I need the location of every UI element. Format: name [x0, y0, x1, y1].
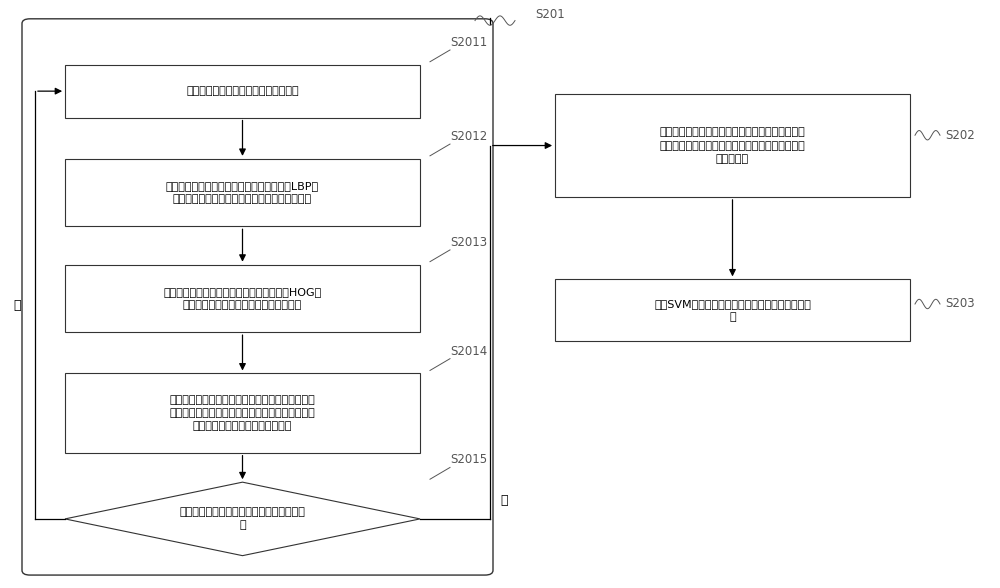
- FancyBboxPatch shape: [555, 94, 910, 197]
- FancyBboxPatch shape: [555, 279, 910, 341]
- Text: S202: S202: [945, 129, 975, 142]
- FancyBboxPatch shape: [65, 65, 420, 118]
- FancyBboxPatch shape: [65, 373, 420, 453]
- Text: S2012: S2012: [450, 130, 487, 143]
- Text: S203: S203: [945, 298, 975, 310]
- Text: S2013: S2013: [450, 236, 487, 249]
- Text: 对特征池中的每个分割区域，训练一个基于HOG特
征的分类器，计算该分类器的分类错误率: 对特征池中的每个分割区域，训练一个基于HOG特 征的分类器，计算该分类器的分类错…: [163, 287, 322, 310]
- Text: S2011: S2011: [450, 36, 487, 49]
- Text: 强分类器中的分类器的数量是否达到预定数
目: 强分类器中的分类器的数量是否达到预定数 目: [180, 507, 305, 530]
- Text: 挑选错误率最低的分类器，加入强分类器并计算其
在强分类器中的权重系数，保存该分类器对应的分
割区域和特征类型，更新样本权重: 挑选错误率最低的分类器，加入强分类器并计算其 在强分类器中的权重系数，保存该分类…: [170, 395, 315, 431]
- FancyBboxPatch shape: [65, 265, 420, 332]
- Text: 从初始训练样本集中抽取预定量的样本: 从初始训练样本集中抽取预定量的样本: [186, 86, 299, 96]
- Text: S2014: S2014: [450, 345, 487, 358]
- FancyBboxPatch shape: [22, 19, 493, 575]
- Text: S2015: S2015: [450, 453, 487, 466]
- Text: S201: S201: [535, 8, 565, 21]
- Text: 否: 否: [13, 299, 21, 312]
- Text: 是: 是: [500, 494, 508, 507]
- FancyBboxPatch shape: [65, 159, 420, 226]
- Text: 对特征池中的每个分割区域，训练一个基于LBP直
方图特征的分类器，计算该分类器的分类错误率: 对特征池中的每个分割区域，训练一个基于LBP直 方图特征的分类器，计算该分类器的…: [166, 181, 319, 204]
- Text: 对每个样本提取特征选择对应的多个分割区域的特
征值，并将多个分割区域的特征值结合起来作为样
本的描述，: 对每个样本提取特征选择对应的多个分割区域的特 征值，并将多个分割区域的特征值结合…: [660, 128, 805, 163]
- Text: 通过SVM分类器训练多个样本得到特征分类器的模
型: 通过SVM分类器训练多个样本得到特征分类器的模 型: [654, 299, 811, 322]
- Polygon shape: [65, 482, 420, 556]
